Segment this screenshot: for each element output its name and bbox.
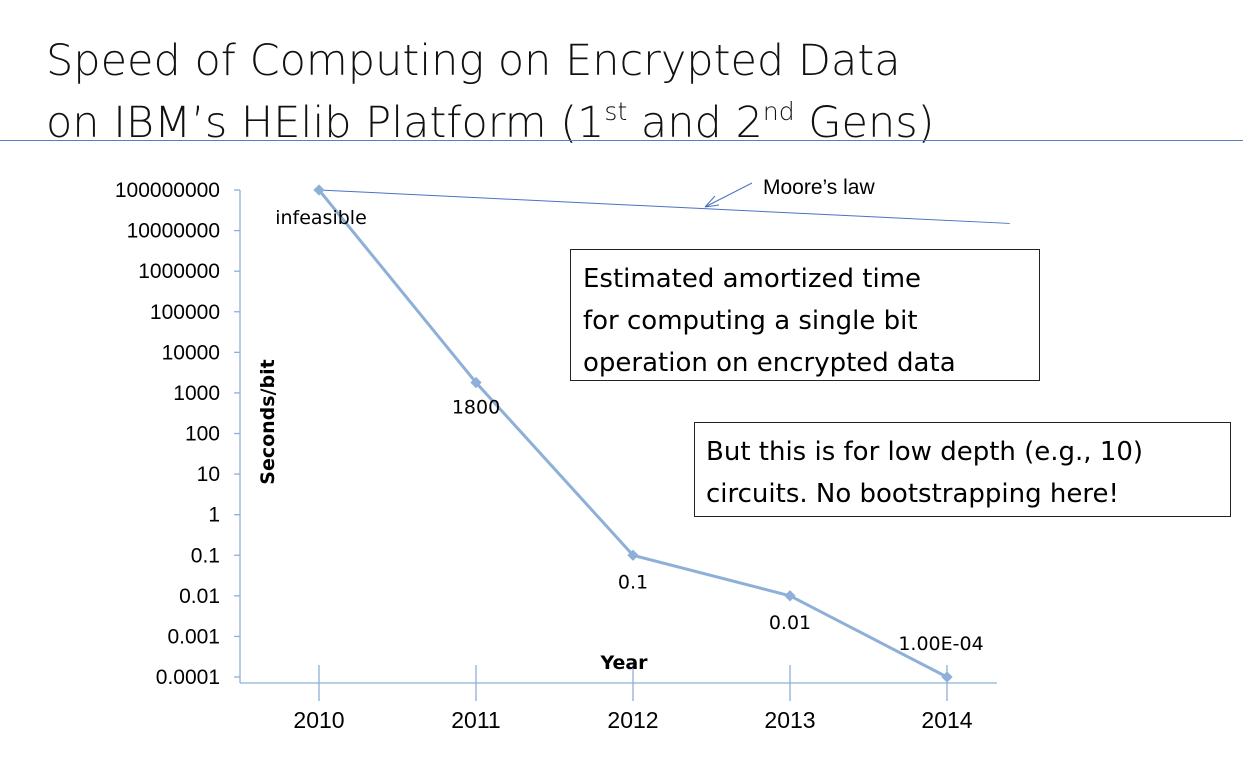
y-tick-label: 10 xyxy=(197,463,220,486)
y-tick-label: 1000 xyxy=(173,382,220,405)
moores-law-label: Moore’s law xyxy=(763,176,875,199)
estimate-note-box: Estimated amortized time for computing a… xyxy=(570,249,1040,381)
y-tick-label: 0.001 xyxy=(167,625,220,648)
data-label: 1800 xyxy=(452,397,500,419)
y-tick-label: 0.1 xyxy=(191,544,220,567)
depth-caveat-line-2: circuits. No bootstrapping here! xyxy=(706,479,1119,509)
title-line-2-end: Gens) xyxy=(794,98,935,148)
depth-caveat-line-1: But this is for low depth (e.g., 10) xyxy=(706,437,1144,467)
title-line-1: Speed of Computing on Encrypted Data xyxy=(46,36,901,86)
data-point-marker xyxy=(941,671,953,683)
title-line-2-middle: and 2 xyxy=(627,98,763,148)
y-tick-label: 100000000 xyxy=(115,179,220,202)
data-label: 0.01 xyxy=(769,612,811,634)
y-tick-label: 1 xyxy=(208,504,220,527)
slide-title: Speed of Computing on Encrypted Data on … xyxy=(46,30,934,154)
data-point-marker xyxy=(784,590,796,602)
y-tick-label: 0.01 xyxy=(179,585,220,608)
data-label: infeasible xyxy=(275,207,367,229)
title-superscript-nd: nd xyxy=(762,97,795,126)
x-tick-label: 2013 xyxy=(764,707,815,733)
y-tick-label: 10000 xyxy=(162,341,220,364)
x-tick-label: 2012 xyxy=(607,707,658,733)
data-point-marker xyxy=(627,549,639,561)
estimate-note-line-2: for computing a single bit xyxy=(583,306,918,336)
x-axis-title: Year xyxy=(599,652,648,674)
moores-law-arrow xyxy=(704,182,753,208)
chart-axes: 100000000 10000000 1000000 100000 10000 1000 1… xyxy=(115,179,997,733)
data-point-marker xyxy=(313,184,325,196)
x-tick-label: 2014 xyxy=(921,707,972,733)
y-tick-label: 1000000 xyxy=(138,260,220,283)
estimate-note-line-3: operation on encrypted data xyxy=(583,348,956,378)
moores-law-line xyxy=(318,189,1010,224)
title-divider xyxy=(0,140,1243,141)
y-tick-label: 0.0001 xyxy=(156,666,220,689)
moores-law-annotation: Moore’s law xyxy=(318,176,1010,224)
title-superscript-st: st xyxy=(604,97,628,126)
x-tick-label: 2011 xyxy=(451,707,500,733)
depth-caveat-box: But this is for low depth (e.g., 10) cir… xyxy=(694,422,1231,517)
y-tick-label: 100 xyxy=(185,423,220,446)
data-label: 1.00E-04 xyxy=(898,633,983,655)
title-line-2: on IBM’s HElib Platform (1st and 2nd Gen… xyxy=(46,92,934,154)
y-tick-label: 10000000 xyxy=(127,220,220,243)
plot-area: infeasible 1800 0.1 0.01 1.00E-04 xyxy=(275,184,984,683)
data-point-marker xyxy=(470,376,482,389)
title-line-2-start: on IBM’s HElib Platform (1 xyxy=(46,98,605,148)
y-tick-label: 100000 xyxy=(150,301,220,324)
y-axis-title: Seconds/bit xyxy=(257,359,279,484)
estimate-note-line-1: Estimated amortized time xyxy=(583,264,922,294)
data-label: 0.1 xyxy=(618,571,648,593)
x-tick-label: 2010 xyxy=(293,707,344,733)
